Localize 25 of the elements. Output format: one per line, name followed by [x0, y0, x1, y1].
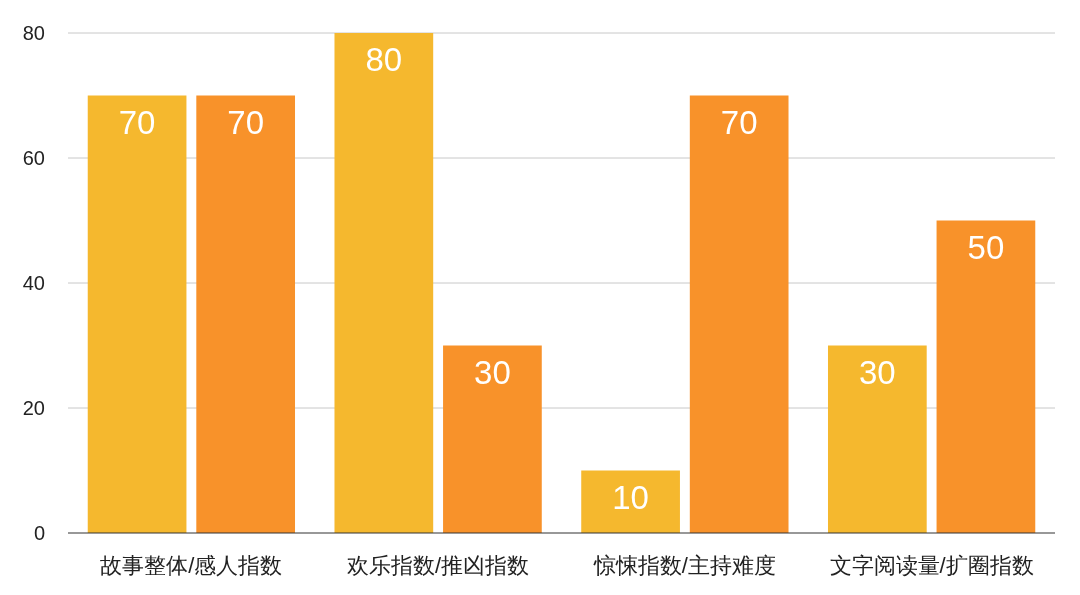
- y-tick-label: 80: [22, 22, 45, 44]
- data-label: 80: [365, 41, 403, 78]
- bar: [196, 95, 296, 533]
- data-label: 30: [474, 353, 511, 391]
- bar: [334, 33, 434, 533]
- data-label: 70: [720, 103, 758, 141]
- x-tick-label: 欢乐指数/推凶指数: [347, 553, 530, 578]
- x-tick-label: 故事整体/感人指数: [100, 553, 283, 578]
- y-tick-label: 0: [33, 522, 45, 544]
- x-tick-label: 惊悚指数/主持难度: [592, 553, 776, 578]
- bar: [936, 220, 1036, 533]
- bar: [689, 95, 789, 533]
- bar: [581, 470, 680, 533]
- bar: [827, 345, 927, 533]
- y-tick-label: 40: [22, 272, 45, 294]
- bar: [87, 95, 187, 533]
- data-label: 10: [612, 478, 649, 516]
- data-label: 30: [858, 353, 896, 391]
- y-tick-label: 20: [22, 397, 45, 419]
- data-label: 70: [227, 103, 265, 141]
- bar: [443, 345, 542, 533]
- data-label: 70: [118, 103, 156, 141]
- x-tick-label: 文字阅读量/扩圈指数: [829, 553, 1034, 578]
- y-tick-label: 60: [22, 147, 45, 169]
- data-label: 50: [967, 228, 1005, 266]
